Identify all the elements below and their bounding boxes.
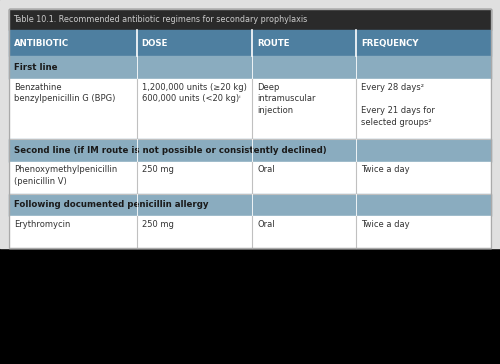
- Bar: [0, 0, 500, 248]
- Bar: [9, 162, 491, 194]
- Text: Table 10.1. Recommended antibiotic regimens for secondary prophylaxis: Table 10.1. Recommended antibiotic regim…: [13, 15, 307, 24]
- Text: Second line (if IM route is not possible or consistently declined): Second line (if IM route is not possible…: [14, 146, 326, 155]
- Text: Erythromycin: Erythromycin: [14, 220, 70, 229]
- Text: Deep
intramuscular
injection: Deep intramuscular injection: [258, 83, 316, 115]
- Text: ROUTE: ROUTE: [258, 39, 290, 48]
- Text: Benzathine
benzylpenicillin G (BPG): Benzathine benzylpenicillin G (BPG): [14, 83, 116, 103]
- Text: FREQUENCY: FREQUENCY: [361, 39, 418, 48]
- Bar: [9, 216, 491, 248]
- Text: Phenoxymethylpenicillin
(penicillin V): Phenoxymethylpenicillin (penicillin V): [14, 165, 117, 186]
- Bar: [356, 30, 491, 56]
- Text: 250 mg: 250 mg: [142, 220, 174, 229]
- Bar: [9, 9, 491, 248]
- Text: Twice a day: Twice a day: [361, 220, 410, 229]
- Text: ANTIBIOTIC: ANTIBIOTIC: [14, 39, 69, 48]
- Bar: [9, 79, 491, 139]
- Bar: [9, 56, 491, 79]
- Bar: [136, 30, 252, 56]
- Text: Every 28 days²

Every 21 days for
selected groups²: Every 28 days² Every 21 days for selecte…: [361, 83, 435, 127]
- Text: 250 mg: 250 mg: [142, 165, 174, 174]
- Text: First line: First line: [14, 63, 58, 72]
- Bar: [9, 30, 136, 56]
- Text: Oral: Oral: [258, 165, 275, 174]
- Text: Oral: Oral: [258, 220, 275, 229]
- Bar: [9, 9, 491, 30]
- Bar: [9, 194, 491, 216]
- Bar: [252, 30, 356, 56]
- Text: Following documented penicillin allergy: Following documented penicillin allergy: [14, 201, 208, 209]
- Bar: [9, 139, 491, 162]
- Text: DOSE: DOSE: [142, 39, 168, 48]
- Text: 1,200,000 units (≥20 kg)
600,000 units (<20 kg)ⁱ: 1,200,000 units (≥20 kg) 600,000 units (…: [142, 83, 246, 103]
- Text: Twice a day: Twice a day: [361, 165, 410, 174]
